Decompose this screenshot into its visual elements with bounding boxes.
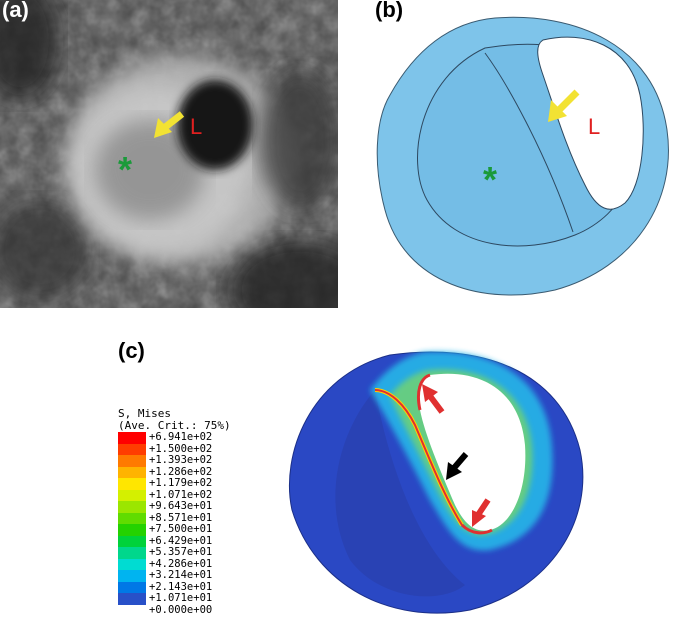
legend-swatch xyxy=(118,432,146,444)
panel-label-c: (c) xyxy=(118,338,145,363)
legend-value: +9.643e+01 xyxy=(149,500,213,512)
legend-value: +8.571e+01 xyxy=(149,511,213,524)
legend-entry: +1.393e+02 xyxy=(118,454,288,467)
stress-legend: S, Mises (Ave. Crit.: 75%) +6.941e+02 +1.… xyxy=(118,408,288,616)
legend-value: +4.286e+01 xyxy=(149,557,213,570)
plaque-region xyxy=(95,120,205,220)
lumen-label: L xyxy=(588,114,600,139)
legend-swatch xyxy=(118,512,146,524)
legend-entry: +1.286e+02 xyxy=(118,465,288,478)
black-arrow-icon xyxy=(446,452,469,480)
legend-swatch xyxy=(118,478,146,490)
legend-entry: +1.071e+02 xyxy=(118,488,288,501)
legend-value: +1.393e+02 xyxy=(149,454,213,466)
legend-entry: +1.071e+01 xyxy=(118,592,288,605)
legend-swatch xyxy=(118,593,146,605)
legend-swatch xyxy=(118,581,146,593)
legend-entry: +1.179e+02 xyxy=(118,477,288,490)
legend-rows: +6.941e+02 +1.500e+02 +1.393e+02 +1.286e+02… xyxy=(118,431,288,617)
plaque-asterisk: * xyxy=(118,149,132,190)
legend-entry: +5.357e+01 xyxy=(118,546,288,559)
panel-b-model: L * (b) xyxy=(345,0,680,310)
legend-title: S, Mises xyxy=(118,407,171,420)
legend-swatch xyxy=(118,489,146,501)
legend-entry: +2.143e+01 xyxy=(118,580,288,593)
plaque-asterisk: * xyxy=(483,159,497,200)
legend-entry: +7.500e+01 xyxy=(118,523,288,536)
legend-swatch xyxy=(118,524,146,536)
yellow-arrow-icon xyxy=(154,111,185,138)
legend-value: +1.500e+02 xyxy=(149,442,213,455)
legend-entry: +9.643e+01 xyxy=(118,500,288,513)
fea-lumen xyxy=(418,373,526,531)
lumen-label: L xyxy=(190,114,202,139)
legend-swatch xyxy=(118,443,146,455)
legend-swatch xyxy=(118,570,146,582)
legend-entry: +6.941e+02 xyxy=(118,431,288,444)
legend-value: +0.000e+00 xyxy=(149,603,213,616)
legend-value: +6.429e+01 xyxy=(149,534,213,547)
legend-value: +1.071e+01 xyxy=(149,592,213,604)
legend-value: +2.143e+01 xyxy=(149,580,213,593)
red-arrow-icon xyxy=(472,498,491,527)
fea-model xyxy=(288,351,584,614)
legend-value: +3.214e+01 xyxy=(149,569,213,581)
legend-swatch xyxy=(118,547,146,559)
legend-entry: +4.286e+01 xyxy=(118,557,288,570)
legend-swatch xyxy=(118,501,146,513)
legend-swatch xyxy=(118,455,146,467)
yellow-arrow-icon xyxy=(548,89,580,122)
panel-a-ultrasound: L * (a) xyxy=(0,0,370,340)
panel-label-b: (b) xyxy=(375,0,404,22)
legend-subtitle: (Ave. Crit.: 75%) xyxy=(118,419,231,432)
lumen-region xyxy=(537,36,644,210)
legend-swatch xyxy=(118,558,146,570)
legend-swatch xyxy=(118,466,146,478)
red-arrow-icon xyxy=(422,384,445,414)
legend-swatch xyxy=(118,535,146,547)
legend-entry: +1.500e+02 xyxy=(118,442,288,455)
lumen-dark xyxy=(177,80,253,170)
legend-value: +1.286e+02 xyxy=(149,465,213,478)
ultrasound-image: L * xyxy=(0,0,370,340)
legend-value: +6.941e+02 xyxy=(149,431,213,443)
legend-entry: +6.429e+01 xyxy=(118,534,288,547)
legend-entry: +3.214e+01 xyxy=(118,569,288,582)
panel-label-a: (a) xyxy=(2,0,29,22)
legend-value: +1.179e+02 xyxy=(149,477,213,489)
panel-c-stress-map: (c) S, Mises (Ave. Crit.: 75%) +6.941e+0… xyxy=(0,330,680,620)
legend-value: +7.500e+01 xyxy=(149,523,213,535)
legend-value: +5.357e+01 xyxy=(149,546,213,558)
legend-value: +1.071e+02 xyxy=(149,488,213,501)
plaque-cap-line xyxy=(484,52,574,233)
legend-entry: +8.571e+01 xyxy=(118,511,288,524)
legend-entry: +0.000e+00 xyxy=(118,603,288,617)
vessel-model: L * xyxy=(376,16,669,296)
